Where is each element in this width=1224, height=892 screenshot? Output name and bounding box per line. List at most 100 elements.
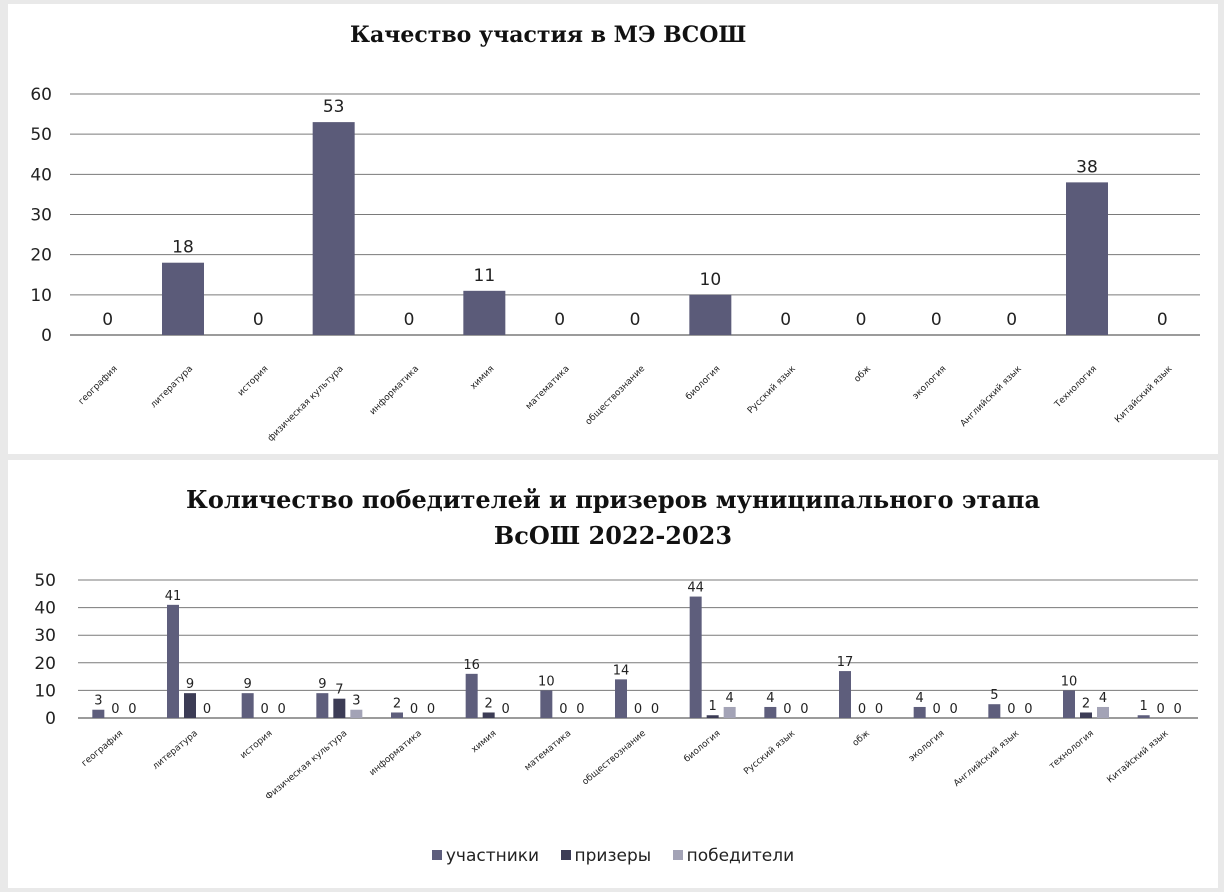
- legend-swatch: [560, 850, 571, 860]
- bar: [312, 122, 355, 335]
- legend-label: призеры: [574, 846, 652, 866]
- x-tick-label: Физическая культура: [264, 729, 349, 803]
- data-label: 41: [165, 589, 182, 604]
- bar: [241, 693, 254, 718]
- bar: [162, 262, 204, 335]
- bar: [689, 294, 732, 335]
- chart-panel-participation-quality: Качество участия в МЭ ВСОШ 0 10 20 30 40 50 60…: [8, 4, 1218, 454]
- data-label: 0: [1007, 702, 1015, 717]
- x-tick-label: литература: [149, 364, 195, 410]
- y-tick-label: 20: [30, 246, 52, 266]
- data-label: 0: [1157, 310, 1168, 330]
- data-label: 0: [950, 702, 958, 717]
- legend-label: победители: [686, 846, 795, 866]
- data-label: 0: [102, 310, 113, 330]
- data-label: 53: [323, 97, 345, 117]
- bar: [167, 604, 179, 718]
- data-label: 0: [630, 310, 641, 330]
- bar: [540, 690, 553, 718]
- x-tick-label: технология: [1048, 729, 1096, 772]
- data-label: 1: [1140, 699, 1148, 714]
- x-tick-label: литература: [151, 729, 200, 772]
- data-label: 0: [111, 702, 119, 717]
- y-tick-label: 0: [45, 709, 56, 729]
- data-label: 0: [576, 702, 584, 717]
- data-label: 2: [1082, 696, 1090, 711]
- y-tick-label: 20: [34, 654, 56, 674]
- legend-item-winners: победители: [672, 846, 795, 866]
- x-tick-label: информатика: [368, 364, 421, 417]
- data-label: 0: [427, 702, 435, 717]
- data-label: 0: [780, 310, 791, 330]
- data-label: 10: [1061, 674, 1078, 689]
- legend-label: участники: [445, 846, 540, 866]
- data-label: 0: [634, 702, 642, 717]
- participation-quality-chart: 0 10 20 30 40 50 60 0 география 18 литература 0 исто…: [30, 85, 1200, 444]
- bar: [1066, 182, 1108, 335]
- y-tick-label: 10: [30, 286, 52, 306]
- y-tick-label: 40: [30, 165, 52, 185]
- data-label: 0: [858, 702, 866, 717]
- bar: [350, 709, 363, 718]
- x-tick-label: физическая культура: [266, 364, 346, 444]
- data-label: 0: [278, 702, 286, 717]
- bar: [184, 693, 196, 718]
- chart-title-line-2: ВсОШ 2022-2023: [493, 521, 733, 550]
- x-tick-label: биология: [682, 729, 722, 765]
- bar: [1063, 690, 1075, 718]
- data-label: 3: [94, 694, 102, 709]
- x-tick-label: Английский язык: [952, 728, 1022, 789]
- x-tick-label: Китайский язык: [1113, 364, 1175, 426]
- data-label: 0: [253, 310, 264, 330]
- data-label: 4: [726, 691, 734, 706]
- data-label: 0: [933, 702, 941, 717]
- data-label: 0: [203, 702, 211, 717]
- legend-item-prizewinners: призеры: [560, 846, 652, 866]
- x-tick-label: математика: [524, 364, 572, 412]
- bar: [706, 715, 719, 718]
- bar: [92, 709, 105, 718]
- chart-title-text: Качество участия в МЭ ВСОШ: [350, 22, 747, 48]
- chart-legend: участники призеры победители: [8, 846, 1218, 866]
- y-tick-label: 30: [30, 206, 52, 226]
- data-label: 0: [559, 702, 567, 717]
- data-label: 0: [502, 702, 510, 717]
- y-tick-label: 40: [34, 599, 56, 619]
- x-tick-label: химия: [469, 364, 497, 392]
- data-label: 0: [128, 702, 136, 717]
- data-label: 44: [687, 581, 704, 596]
- data-label: 0: [1024, 702, 1032, 717]
- data-label: 0: [410, 702, 418, 717]
- x-tick-label: Русский язык: [746, 364, 798, 416]
- x-tick-label: география: [77, 364, 120, 407]
- x-tick-label: обществознание: [584, 364, 648, 428]
- chart-title: Количество победителей и призеров муници…: [8, 482, 1218, 554]
- legend-swatch: [431, 850, 442, 860]
- x-tick-label: история: [236, 364, 270, 398]
- data-label: 18: [172, 238, 194, 258]
- bar: [1137, 715, 1150, 718]
- data-label: 2: [393, 696, 401, 711]
- data-label: 9: [186, 677, 194, 692]
- data-label: 1: [709, 699, 717, 714]
- bar: [391, 712, 403, 718]
- data-label: 0: [931, 310, 942, 330]
- bar: [465, 673, 478, 718]
- x-tick-label: обж: [852, 364, 873, 385]
- bar: [333, 698, 346, 718]
- legend-item-participants: участники: [431, 846, 540, 866]
- data-label: 0: [1157, 702, 1165, 717]
- data-label: 0: [1006, 310, 1017, 330]
- bar: [988, 704, 1001, 718]
- x-tick-label: экология: [907, 729, 946, 764]
- y-tick-label: 50: [34, 571, 56, 591]
- data-label: 38: [1076, 157, 1098, 177]
- data-label: 10: [700, 270, 722, 290]
- data-label: 7: [335, 683, 343, 698]
- x-tick-label: география: [80, 729, 125, 769]
- data-label: 0: [783, 702, 791, 717]
- data-label: 0: [1174, 702, 1182, 717]
- data-label: 0: [651, 702, 659, 717]
- x-tick-label: информатика: [368, 729, 424, 778]
